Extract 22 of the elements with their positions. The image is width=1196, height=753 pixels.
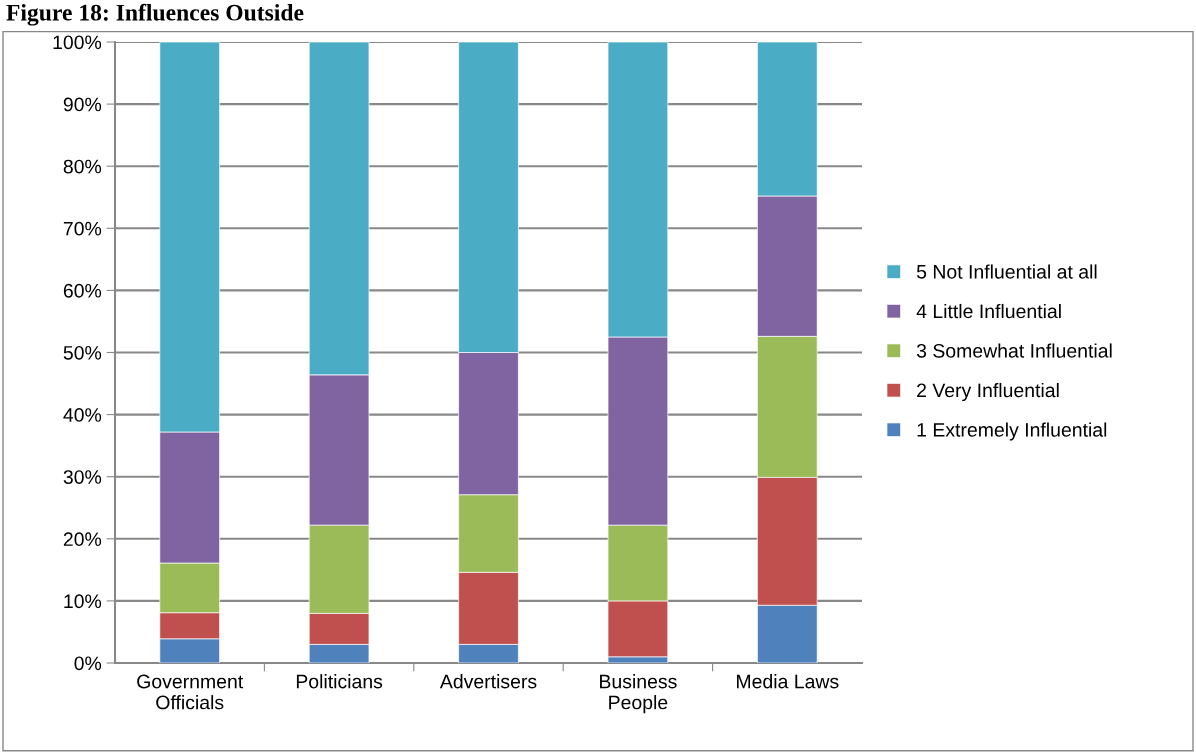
y-tick-label: 60% [63,283,102,298]
y-tick-label: 70% [63,221,102,236]
legend-label: 3 Somewhat Influential [916,343,1112,358]
x-tick-label: Business People [600,674,677,714]
legend-label: 2 Very Influential [917,382,1059,402]
y-tick-label: 90% [63,97,102,112]
y-tick-label: 0% [74,656,102,671]
x-tick-label: Politicians [296,674,383,689]
y-tick-label: 40% [63,408,102,422]
legend-label: 5 Not Influential at all [916,264,1097,279]
x-tick-label: Government Officials [137,674,244,710]
y-tick-label: 30% [63,470,102,484]
y-tick-label: 10% [64,594,102,609]
legend-label: 4 Little Influential [916,303,1061,319]
x-tick-label: Advertisers [439,674,537,689]
x-tick-label: Media Laws [737,674,839,689]
y-tick-label: 100% [53,35,102,50]
y-tick-label: 80% [63,159,102,174]
legend-label: 1 Extremely Influential [917,422,1107,441]
y-tick-label: 50% [63,345,102,360]
y-tick-label: 20% [63,532,102,547]
chart-title: Figure 18: Influences Outside [6,3,304,26]
